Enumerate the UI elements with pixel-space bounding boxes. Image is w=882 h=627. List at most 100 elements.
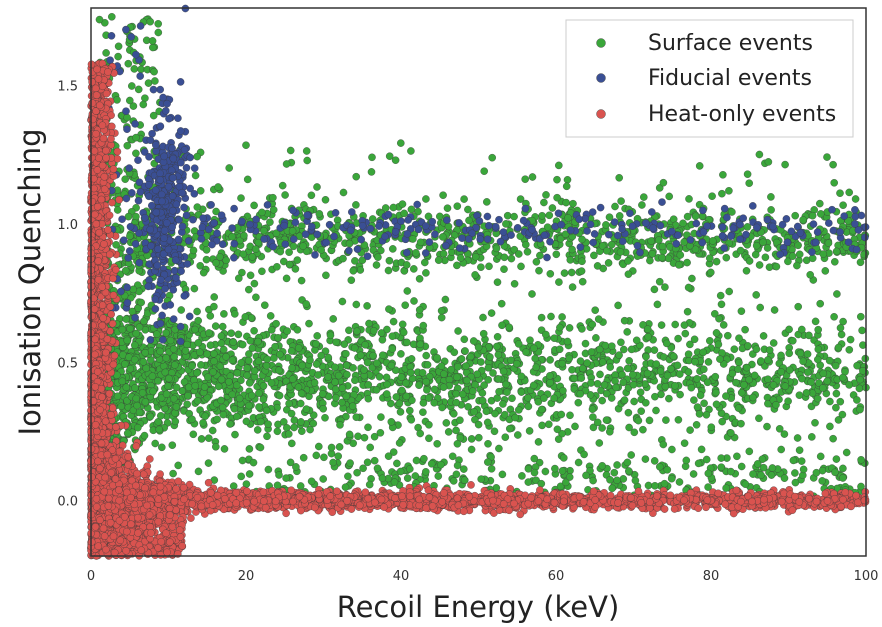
surface-event-point: [256, 417, 265, 426]
surface-event-point: [174, 461, 182, 470]
surface-event-point: [477, 263, 485, 271]
surface-event-point: [259, 395, 268, 404]
fiducial-event-point: [176, 337, 185, 346]
surface-event-point: [95, 15, 104, 24]
fiducial-event-point: [576, 243, 585, 251]
surface-event-point: [458, 390, 467, 399]
surface-event-point: [437, 313, 446, 322]
surface-event-point: [287, 347, 296, 355]
surface-event-point: [643, 325, 652, 333]
surface-event-point: [755, 150, 764, 159]
fiducial-event-point: [540, 231, 549, 239]
surface-event-point: [321, 196, 330, 204]
surface-event-point: [376, 429, 385, 437]
surface-event-point: [752, 291, 760, 299]
fiducial-event-point: [230, 239, 239, 248]
surface-event-point: [562, 478, 570, 487]
surface-event-point: [789, 456, 798, 465]
surface-event-point: [440, 370, 448, 378]
fiducial-event-point: [174, 114, 182, 122]
surface-event-point: [193, 397, 202, 405]
surface-event-point: [172, 383, 181, 392]
surface-event-point: [233, 369, 242, 377]
surface-event-point: [795, 391, 804, 399]
surface-event-point: [204, 373, 212, 381]
fiducial-event-point: [521, 204, 530, 213]
surface-event-point: [422, 468, 430, 476]
surface-event-point: [724, 331, 732, 340]
surface-event-point: [614, 301, 622, 310]
surface-event-point: [113, 96, 121, 104]
surface-event-point: [452, 398, 460, 407]
fiducial-event-point: [269, 242, 277, 251]
surface-event-point: [149, 387, 157, 396]
surface-event-point: [412, 249, 420, 257]
surface-event-point: [798, 374, 806, 383]
surface-event-point: [469, 387, 477, 395]
surface-event-point: [493, 342, 501, 351]
surface-event-point: [737, 462, 746, 471]
surface-event-point: [162, 390, 171, 398]
surface-event-point: [517, 372, 526, 381]
surface-event-point: [794, 302, 802, 311]
fiducial-event-point: [145, 181, 153, 189]
surface-event-point: [460, 195, 468, 203]
surface-event-point: [777, 445, 785, 454]
surface-event-point: [297, 418, 305, 426]
surface-event-point: [551, 464, 559, 473]
fiducial-event-point: [496, 237, 505, 246]
surface-event-point: [722, 484, 730, 492]
surface-event-point: [819, 250, 828, 258]
surface-event-point: [130, 355, 139, 364]
surface-event-point: [354, 432, 362, 441]
surface-event-point: [389, 203, 398, 212]
fiducial-event-point: [736, 235, 744, 244]
surface-event-point: [816, 199, 824, 208]
fiducial-event-point: [146, 225, 154, 234]
surface-event-point: [123, 336, 132, 345]
surface-event-point: [464, 205, 472, 214]
surface-event-point: [352, 413, 361, 421]
fiducial-event-point: [425, 238, 434, 246]
surface-event-point: [434, 256, 443, 264]
surface-event-point: [671, 320, 679, 329]
surface-event-point: [123, 141, 132, 150]
surface-event-point: [717, 300, 726, 309]
fiducial-event-point: [290, 235, 298, 243]
surface-event-point: [553, 193, 561, 202]
surface-event-point: [764, 375, 772, 383]
fiducial-event-point: [190, 164, 199, 172]
surface-event-point: [842, 448, 851, 457]
surface-event-point: [741, 325, 749, 334]
fiducial-event-point: [796, 229, 805, 237]
surface-event-point: [808, 211, 817, 220]
surface-event-point: [425, 421, 433, 429]
surface-event-point: [246, 271, 255, 280]
surface-event-point: [598, 358, 607, 366]
surface-event-point: [297, 276, 306, 285]
surface-event-point: [194, 339, 203, 347]
surface-event-point: [743, 363, 751, 372]
surface-event-point: [210, 293, 218, 301]
surface-event-point: [639, 425, 647, 434]
surface-event-point: [478, 389, 487, 397]
fiducial-event-point: [169, 206, 177, 215]
surface-event-point: [785, 349, 793, 358]
surface-event-point: [791, 469, 799, 477]
surface-event-point: [395, 439, 404, 447]
surface-event-point: [574, 398, 583, 407]
surface-event-point: [126, 324, 134, 333]
surface-event-point: [542, 191, 550, 199]
surface-event-point: [588, 405, 597, 413]
surface-event-point: [319, 475, 327, 483]
surface-event-point: [532, 258, 541, 266]
surface-event-point: [659, 178, 668, 187]
fiducial-event-point: [177, 267, 185, 275]
surface-event-point: [153, 330, 161, 338]
surface-event-point: [611, 202, 619, 211]
surface-event-point: [845, 188, 853, 197]
surface-event-point: [263, 432, 271, 441]
surface-event-point: [510, 280, 519, 288]
fiducial-event-point: [163, 99, 171, 108]
